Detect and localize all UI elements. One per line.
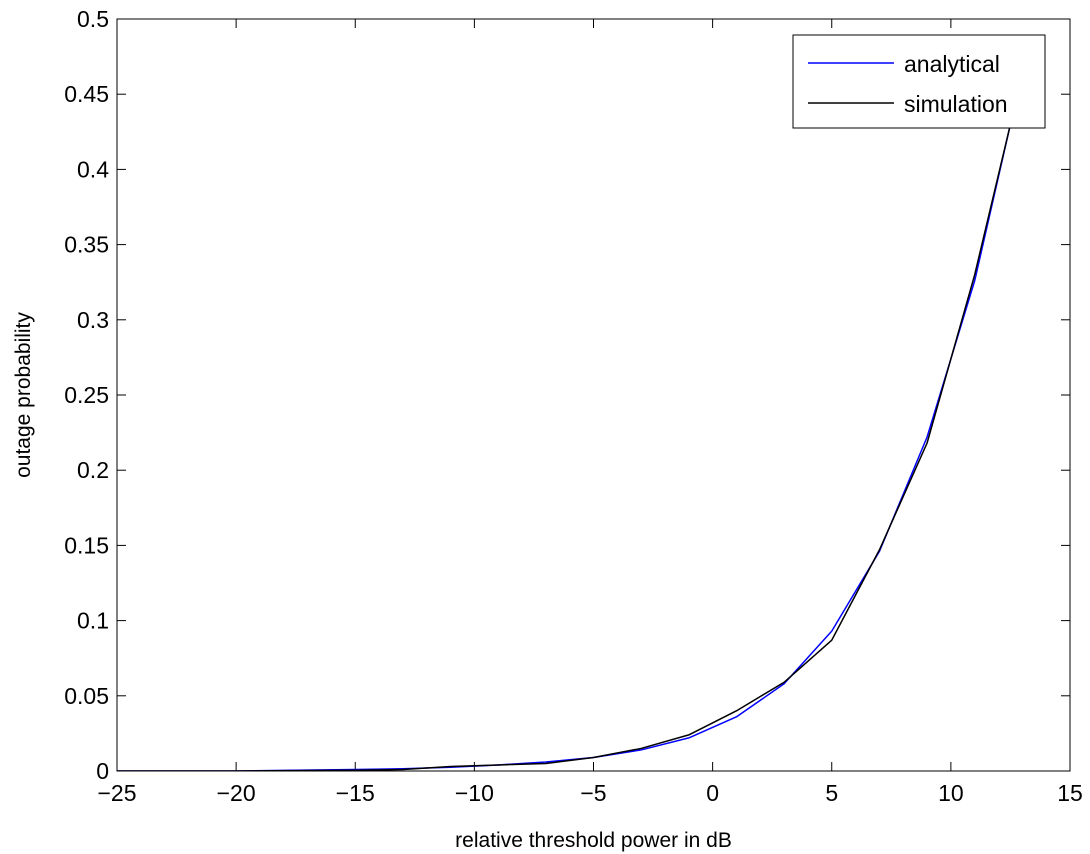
axis-ticks — [116, 18, 1071, 772]
legend-label-simulation: simulation — [904, 91, 1008, 117]
y-tick-label: 0.4 — [77, 156, 109, 182]
series-layer — [117, 48, 1026, 771]
x-tick-label: 10 — [938, 780, 964, 806]
x-tick-label: −20 — [217, 780, 256, 806]
x-tick-label: 0 — [706, 780, 719, 806]
legend: analytical simulation — [792, 34, 1046, 129]
x-tick-label: 5 — [825, 780, 838, 806]
y-tick-label: 0 — [96, 758, 109, 784]
x-tick-label: −15 — [336, 780, 375, 806]
y-axis-label: outage probability — [12, 312, 35, 478]
x-tick-label: −5 — [580, 780, 606, 806]
y-tick-label: 0.15 — [64, 532, 109, 558]
x-tick-label: −10 — [455, 780, 494, 806]
y-tick-label: 0.3 — [77, 307, 109, 333]
x-tick-label: −25 — [97, 780, 136, 806]
y-tick-label: 0.5 — [77, 6, 109, 32]
y-tick-label: 0.1 — [77, 608, 109, 634]
series-line-analytical — [117, 48, 1026, 771]
y-tick-label: 0.05 — [64, 683, 109, 709]
plot-area — [116, 18, 1071, 772]
x-tick-label: 15 — [1057, 780, 1083, 806]
x-axis-label: relative threshold power in dB — [455, 829, 732, 852]
legend-label-analytical: analytical — [904, 51, 1000, 77]
y-tick-label: 0.2 — [77, 457, 109, 483]
series-line-simulation — [117, 48, 1026, 771]
legend-box — [792, 34, 1046, 129]
y-tick-label: 0.35 — [64, 232, 109, 258]
y-tick-label: 0.45 — [64, 81, 109, 107]
y-tick-label: 0.25 — [64, 382, 109, 408]
axis-tick-labels: −25 −20 −15 −10 −5 0 5 10 15 0 0.05 0.1 0.15 0.2 0.25 0… — [64, 6, 1083, 806]
